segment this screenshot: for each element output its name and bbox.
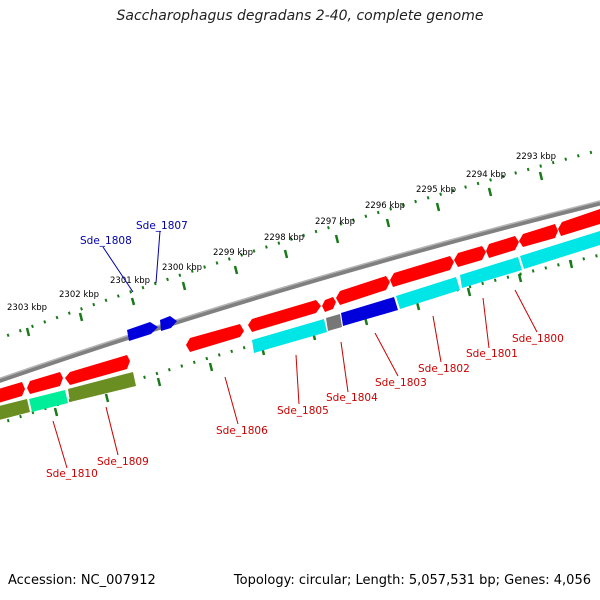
tick-label-2301: 2301 kbp — [110, 276, 150, 286]
inner-major-ticks — [53, 259, 574, 417]
gene-sde-1800 — [460, 257, 522, 288]
gene-forward-6 — [336, 276, 390, 305]
tick-label-2300: 2300 kbp — [162, 263, 202, 273]
gene-forward-3 — [486, 236, 519, 258]
tick-label-2293: 2293 kbp — [516, 152, 556, 162]
outer-major-ticks — [25, 171, 544, 337]
label-sde-1805: Sde_1805 — [277, 405, 329, 417]
tick-label-2302: 2302 kbp — [59, 290, 99, 300]
gene-sde-1808[interactable] — [127, 322, 158, 341]
callout-lines-blue — [102, 230, 161, 293]
gene-reverse-1 — [520, 231, 600, 269]
gene-forward-11 — [27, 372, 63, 394]
reverse-genes[interactable] — [0, 231, 600, 421]
genome-backbone — [0, 200, 600, 383]
gene-sde-1803 — [341, 297, 398, 326]
gene-sde-1804 — [326, 314, 342, 331]
label-sde-1808: Sde_1808 — [80, 235, 132, 247]
tick-labels: 2293 kbp 2294 kbp 2295 kbp 2296 kbp 2297… — [7, 152, 556, 313]
label-sde-1802: Sde_1802 — [418, 363, 470, 375]
label-sde-1801: Sde_1801 — [466, 348, 518, 360]
gene-sde-1802 — [396, 277, 460, 309]
inner-ruler-dots — [0, 253, 600, 425]
gene-forward-7 — [322, 297, 336, 312]
callout-lines — [52, 289, 538, 469]
gene-sde-1810 — [29, 390, 68, 412]
tick-label-2298: 2298 kbp — [264, 233, 304, 243]
label-sde-1803: Sde_1803 — [375, 377, 427, 389]
forward-genes[interactable] — [0, 209, 600, 404]
gene-labels: Sde_1800 Sde_1801 Sde_1802 Sde_1803 Sde_… — [46, 220, 564, 480]
label-sde-1800: Sde_1800 — [512, 333, 564, 345]
gene-forward-2 — [519, 224, 558, 247]
tick-label-2299: 2299 kbp — [213, 248, 253, 258]
tick-label-2297: 2297 kbp — [315, 217, 355, 227]
gene-forward-1 — [558, 209, 600, 236]
label-sde-1804: Sde_1804 — [326, 392, 378, 404]
tick-label-2303: 2303 kbp — [7, 303, 47, 313]
genome-summary: Topology: circular; Length: 5,057,531 bp… — [233, 573, 591, 588]
gene-forward-8 — [248, 300, 321, 332]
gene-forward-12 — [0, 382, 25, 403]
label-sde-1809: Sde_1809 — [97, 456, 149, 468]
gene-reverse-olive-2 — [0, 399, 30, 420]
gene-sde-1805 — [252, 319, 327, 353]
gene-forward-4 — [454, 246, 486, 267]
label-sde-1810: Sde_1810 — [46, 468, 98, 480]
tick-label-2294: 2294 kbp — [466, 170, 506, 180]
label-sde-1806: Sde_1806 — [216, 425, 268, 437]
gene-sde-1807[interactable] — [160, 316, 177, 331]
accession-text: Accession: NC_007912 — [8, 573, 156, 588]
gene-forward-10 — [65, 355, 130, 385]
label-sde-1807: Sde_1807 — [136, 220, 188, 232]
tick-label-2296: 2296 kbp — [365, 201, 405, 211]
gene-sde-1806 — [186, 324, 244, 352]
gene-sde-1809 — [68, 372, 136, 402]
map-title: Saccharophagus degradans 2-40, complete … — [116, 8, 484, 24]
gene-forward-5 — [390, 256, 454, 287]
tick-label-2295: 2295 kbp — [416, 185, 456, 195]
